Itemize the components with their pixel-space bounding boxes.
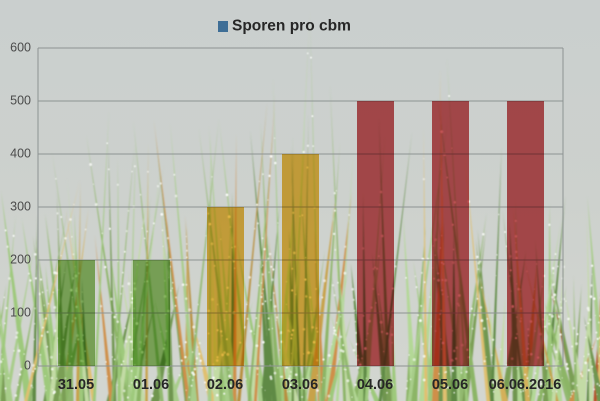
svg-text:03.06: 03.06: [282, 377, 318, 393]
svg-text:02.06: 02.06: [207, 377, 243, 393]
svg-text:200: 200: [10, 253, 31, 267]
svg-text:31.05: 31.05: [58, 377, 94, 393]
svg-text:05.06: 05.06: [432, 377, 468, 393]
svg-text:100: 100: [10, 306, 31, 320]
svg-text:0: 0: [24, 359, 31, 373]
svg-text:04.06: 04.06: [357, 377, 393, 393]
svg-text:500: 500: [10, 94, 31, 108]
svg-text:01.06: 01.06: [133, 377, 169, 393]
svg-text:300: 300: [10, 200, 31, 214]
svg-text:600: 600: [10, 41, 31, 55]
svg-text:06.06.2016: 06.06.2016: [489, 377, 562, 393]
svg-text:400: 400: [10, 147, 31, 161]
svg-text:Sporen pro cbm: Sporen pro cbm: [232, 18, 351, 35]
